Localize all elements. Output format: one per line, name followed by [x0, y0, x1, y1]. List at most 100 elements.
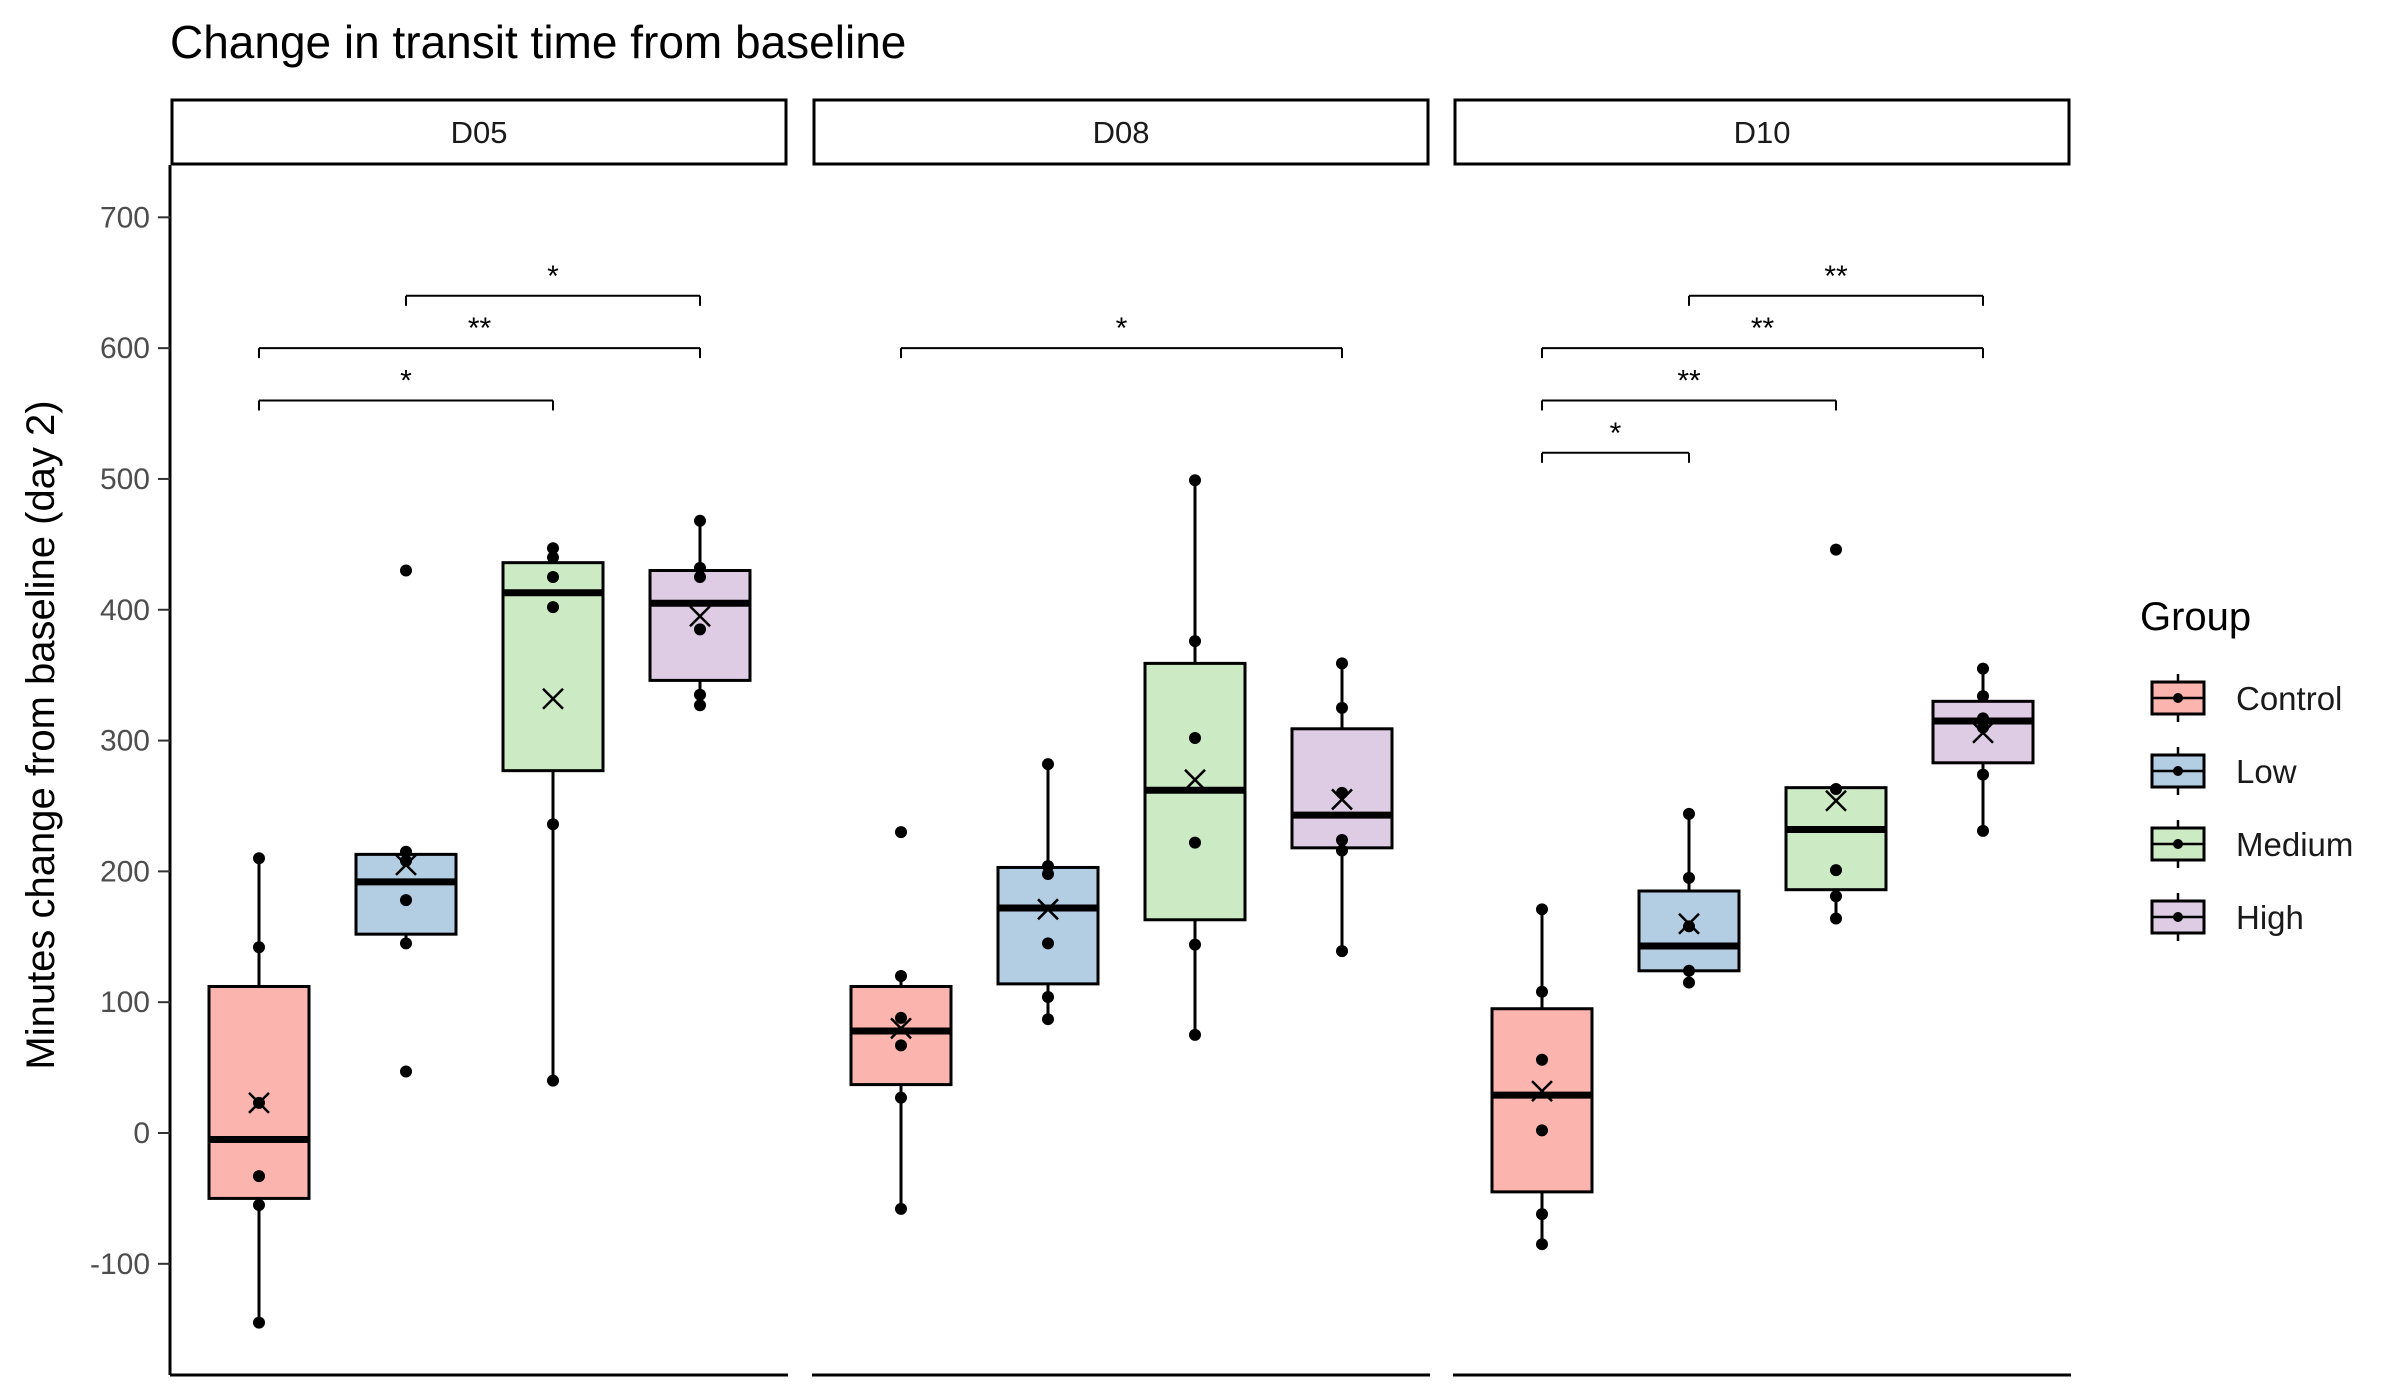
data-point	[547, 818, 559, 831]
data-point	[1336, 833, 1348, 846]
significance-label: *	[400, 364, 412, 397]
mean-marker	[542, 687, 564, 710]
data-point	[895, 970, 907, 983]
data-point	[1042, 860, 1054, 873]
data-point	[895, 1039, 907, 1052]
data-point	[1977, 712, 1989, 725]
mean-marker-stroke	[395, 853, 417, 876]
data-point	[1830, 890, 1842, 903]
data-point	[547, 1074, 559, 1087]
box-low	[996, 758, 1100, 1026]
legend-label: Control	[2236, 680, 2342, 717]
mean-marker	[1184, 768, 1206, 791]
data-point	[1536, 1053, 1548, 1066]
legend-key-point	[2173, 839, 2183, 849]
data-point	[253, 852, 265, 865]
box-high	[1290, 657, 1394, 958]
data-point	[1536, 1208, 1548, 1221]
data-point	[1042, 990, 1054, 1003]
mean-marker-stroke	[248, 1092, 270, 1114]
data-point	[400, 564, 412, 577]
data-point	[1683, 920, 1695, 933]
facet-panels: D05****D08*D10*******	[170, 98, 2071, 1377]
data-point	[253, 1198, 265, 1211]
legend-item-high: High	[2150, 893, 2304, 941]
data-point	[1336, 945, 1348, 958]
y-axis: -100 0 100 200 300 400 500 600 700	[90, 165, 172, 1375]
facet-strip	[1453, 98, 2071, 166]
data-point	[400, 937, 412, 950]
data-point	[895, 826, 907, 839]
facet-panel-d05: D05****	[170, 98, 788, 1377]
data-point	[1536, 985, 1548, 998]
data-point	[1830, 782, 1842, 795]
significance-bracket: **	[1541, 364, 1837, 411]
data-point	[1977, 662, 1989, 675]
data-point	[694, 623, 706, 636]
data-point	[1977, 824, 1989, 837]
data-point	[400, 845, 412, 858]
legend-label: Medium	[2236, 826, 2353, 863]
data-point	[694, 514, 706, 527]
legend-key-point	[2173, 912, 2183, 922]
chart-title: Change in transit time from baseline	[170, 16, 906, 68]
box-iqr	[849, 984, 953, 1087]
facet-strip-label: D08	[1093, 115, 1150, 150]
facet-strip	[812, 98, 1430, 166]
mean-marker	[890, 1017, 912, 1040]
significance-bracket: *	[258, 364, 554, 411]
significance-bracket: **	[258, 312, 701, 359]
data-point	[253, 1170, 265, 1183]
data-point	[1336, 701, 1348, 714]
data-point	[1977, 768, 1989, 781]
significance-label: **	[1824, 260, 1848, 293]
facet-strip-label: D05	[451, 115, 508, 150]
data-point	[1336, 786, 1348, 799]
box-medium	[1784, 543, 1888, 925]
mean-marker	[1037, 898, 1059, 921]
data-point	[1189, 474, 1201, 487]
mean-marker	[1972, 721, 1994, 744]
mean-marker-stroke	[1037, 898, 1059, 921]
legend-title: Group	[2140, 595, 2251, 639]
significance-bracket: **	[1541, 312, 1984, 359]
facet-panel-d08: D08 *	[812, 98, 1430, 1377]
mean-marker-stroke	[689, 605, 711, 628]
box-iqr	[1490, 1007, 1594, 1194]
y-tick-label: 400	[100, 594, 150, 627]
mean-marker	[248, 1092, 270, 1114]
facet-strip	[170, 98, 788, 166]
significance-bracket: *	[900, 312, 1343, 359]
box-iqr	[996, 865, 1100, 986]
data-point	[547, 571, 559, 584]
data-point	[694, 688, 706, 701]
legend: Group Control Low Medium High	[2140, 595, 2353, 941]
data-point	[1683, 964, 1695, 977]
significance-bracket: *	[1541, 417, 1690, 463]
box-low	[1637, 807, 1741, 989]
y-axis-title: Minutes change from baseline (day 2)	[19, 400, 63, 1069]
box-control	[1490, 903, 1594, 1251]
y-tick-label: 100	[100, 986, 150, 1019]
facet-panel-d10: D10*******	[1453, 98, 2071, 1377]
legend-item-medium: Medium	[2150, 820, 2353, 868]
data-point	[1536, 1238, 1548, 1251]
mean-marker-stroke	[1678, 912, 1700, 935]
data-point	[547, 542, 559, 555]
data-point	[1977, 690, 1989, 703]
box-control	[849, 826, 953, 1215]
data-point	[253, 1316, 265, 1329]
data-point	[1683, 871, 1695, 884]
significance-bracket: *	[405, 260, 701, 306]
legend-key-point	[2173, 766, 2183, 776]
legend-item-low: Low	[2150, 747, 2297, 795]
mean-marker	[1678, 912, 1700, 935]
mean-marker-stroke	[1825, 789, 1847, 812]
mean-marker-stroke	[1331, 788, 1353, 811]
data-point	[895, 1011, 907, 1024]
legend-key-point	[2173, 693, 2183, 703]
data-point	[1336, 657, 1348, 670]
data-point	[1830, 912, 1842, 925]
significance-label: *	[1610, 417, 1622, 450]
data-point	[547, 551, 559, 564]
